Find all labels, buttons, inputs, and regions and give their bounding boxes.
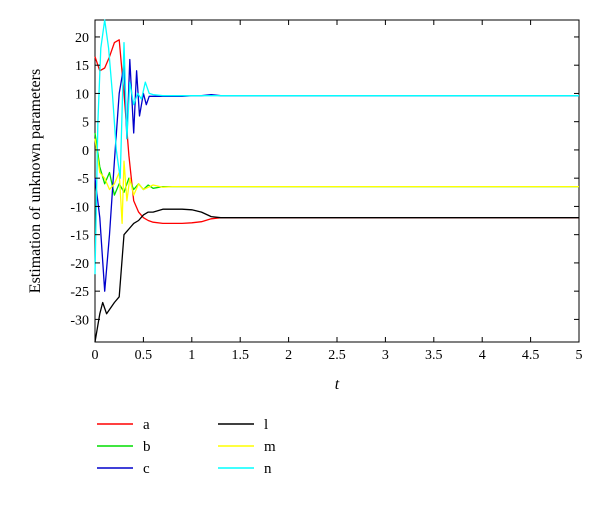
series-layer <box>94 19 579 343</box>
x-tick-label: 4 <box>479 348 486 363</box>
x-tick-label: 1 <box>188 348 195 363</box>
y-tick-label: -15 <box>70 229 89 244</box>
x-tick-label: 1.5 <box>231 348 249 363</box>
y-tick-label: 0 <box>82 144 89 159</box>
series-line-l <box>94 208 579 343</box>
legend-label-b: b <box>143 439 151 455</box>
x-tick-label: 4.5 <box>522 348 540 363</box>
y-tick-label: -20 <box>70 257 89 272</box>
plot-area <box>94 19 580 343</box>
x-tick-label: 2.5 <box>328 348 346 363</box>
x-tick-label: 5 <box>576 348 583 363</box>
x-tick-label: 3.5 <box>425 348 443 363</box>
y-tick-label: -30 <box>70 313 89 328</box>
x-axis: 0 0.5 1 1.5 2 2.5 3 3.5 4 4.5 5 <box>92 20 583 363</box>
legend-label-a: a <box>143 417 150 433</box>
y-tick-label: 15 <box>75 59 89 74</box>
y-axis: -30 -25 -20 -15 -10 -5 0 5 10 15 20 <box>70 31 579 328</box>
x-tick-label: 0.5 <box>135 348 153 363</box>
x-axis-label: t <box>335 376 340 393</box>
x-tick-label: 0 <box>92 348 99 363</box>
series-line-m <box>94 138 579 225</box>
y-tick-label: 5 <box>82 116 89 131</box>
x-tick-label: 3 <box>382 348 389 363</box>
y-tick-label: -25 <box>70 285 89 300</box>
legend: abc lmn <box>97 417 276 477</box>
legend-label-l: l <box>264 417 268 433</box>
y-tick-label: 10 <box>75 87 89 102</box>
y-axis-label: Estimation of unknown parameters <box>27 69 44 293</box>
y-tick-label: 20 <box>75 31 89 46</box>
legend-label-c: c <box>143 461 150 477</box>
y-tick-label: -10 <box>70 200 89 215</box>
x-tick-label: 2 <box>285 348 292 363</box>
series-line-n <box>94 19 579 275</box>
y-tick-label: -5 <box>77 172 89 187</box>
legend-label-m: m <box>264 439 276 455</box>
legend-label-n: n <box>264 461 272 477</box>
